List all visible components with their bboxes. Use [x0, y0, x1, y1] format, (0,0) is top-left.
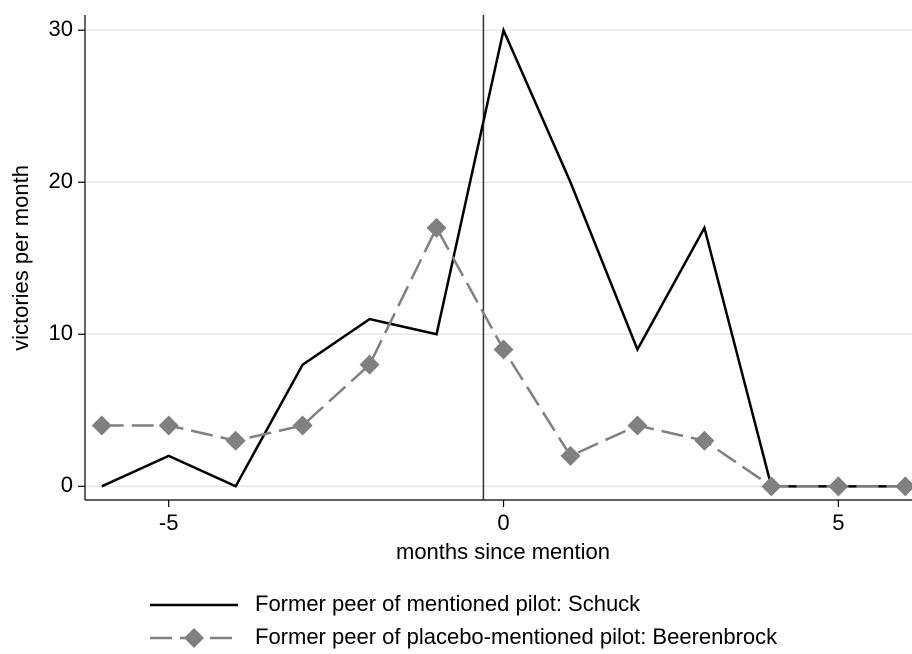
- y-tick-label: 0: [61, 472, 73, 497]
- x-tick-label: 5: [832, 510, 844, 535]
- legend-marker: [184, 628, 204, 648]
- marker: [292, 415, 313, 436]
- y-tick-label: 20: [49, 168, 73, 193]
- y-tick-label: 30: [49, 16, 73, 41]
- series-line: [101, 26, 906, 488]
- legend-label: Former peer of placebo-mentioned pilot: …: [255, 624, 778, 649]
- x-tick-label: 0: [497, 510, 509, 535]
- marker: [158, 415, 179, 436]
- marker: [895, 476, 912, 497]
- y-tick-label: 10: [49, 320, 73, 345]
- marker: [426, 217, 447, 238]
- marker: [627, 415, 648, 436]
- marker: [828, 476, 849, 497]
- marker: [560, 445, 581, 466]
- legend-label: Former peer of mentioned pilot: Schuck: [255, 591, 641, 616]
- marker: [493, 339, 514, 360]
- x-tick-label: -5: [159, 510, 179, 535]
- marker: [359, 354, 380, 375]
- y-axis-label: victories per month: [8, 165, 33, 351]
- marker: [694, 430, 715, 451]
- marker: [91, 415, 112, 436]
- marker: [761, 476, 782, 497]
- x-axis-label: months since mention: [396, 539, 610, 564]
- marker: [225, 430, 246, 451]
